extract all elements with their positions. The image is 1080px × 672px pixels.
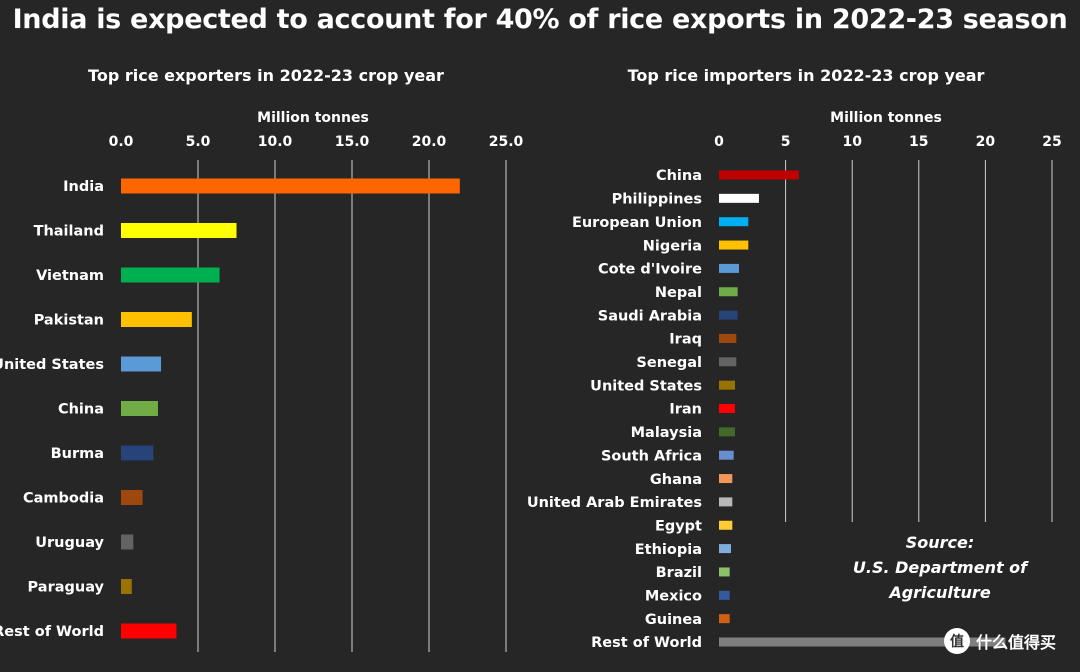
source-line-2: U.S. Department of <box>852 558 1028 577</box>
watermark: 值 什么值得买 <box>944 628 1056 654</box>
x-tick-label: 10 <box>842 134 862 150</box>
category-label: Guinea <box>645 612 702 628</box>
chart-title: Top rice importers in 2022-23 crop year <box>628 66 985 85</box>
category-label: European Union <box>572 215 702 231</box>
watermark-text: 什么值得买 <box>976 633 1057 652</box>
category-label: Egypt <box>655 518 702 534</box>
bar <box>719 333 737 343</box>
watermark-logo-icon: 值 <box>944 628 970 654</box>
category-label: Vietnam <box>36 268 104 284</box>
bar <box>121 356 162 372</box>
category-label: Philippines <box>612 192 702 208</box>
exporters-chart: Top rice exporters in 2022-23 crop year M… <box>0 66 524 652</box>
bar <box>121 267 220 283</box>
bar <box>121 623 177 639</box>
bar <box>719 567 730 577</box>
x-tick-label: 10.0 <box>258 134 293 150</box>
category-label: Saudi Arabia <box>598 308 702 324</box>
bar <box>719 170 799 180</box>
bar <box>719 287 738 297</box>
bar <box>719 614 730 624</box>
source-line-3: Agriculture <box>889 583 991 602</box>
bar <box>719 193 759 203</box>
bar <box>719 380 735 390</box>
bar <box>121 401 158 416</box>
bar <box>121 178 460 194</box>
category-label: Senegal <box>636 355 702 371</box>
importers-chart: Top rice importers in 2022-23 crop year M… <box>527 66 1062 651</box>
category-label: Rest of World <box>0 624 104 640</box>
bar <box>121 490 143 505</box>
category-label: Cambodia <box>23 491 104 507</box>
chart-title: Top rice exporters in 2022-23 crop year <box>88 66 444 85</box>
bar <box>719 450 734 460</box>
bar <box>121 312 192 327</box>
category-label: China <box>58 402 104 418</box>
category-label: Brazil <box>656 565 702 581</box>
category-label: United States <box>590 378 702 394</box>
category-label: Thailand <box>34 224 104 240</box>
x-axis-label: Million tonnes <box>830 110 942 126</box>
category-label: United Arab Emirates <box>527 495 702 511</box>
category-label: Iran <box>669 402 702 418</box>
source-label: Source: <box>905 533 975 552</box>
category-label: Nigeria <box>643 238 702 254</box>
x-tick-label: 15 <box>909 134 928 150</box>
bar <box>719 637 1006 647</box>
bar <box>719 263 739 273</box>
bar <box>121 445 154 461</box>
bar <box>719 520 733 530</box>
category-label: China <box>656 168 702 184</box>
category-label: Cote d'Ivoire <box>598 262 702 278</box>
bar <box>719 310 738 320</box>
category-label: Mexico <box>645 589 702 605</box>
bar <box>719 474 733 484</box>
category-label: Iraq <box>669 332 702 348</box>
category-label: South Africa <box>601 448 702 464</box>
x-tick-label: 25.0 <box>489 134 524 150</box>
category-label: Paraguay <box>28 580 105 596</box>
x-tick-label: 20 <box>976 134 996 150</box>
category-label: Nepal <box>655 285 702 301</box>
x-tick-label: 25 <box>1042 134 1061 150</box>
bar <box>121 534 134 550</box>
bar <box>719 427 735 437</box>
x-tick-label: 0.0 <box>109 134 134 150</box>
x-axis-label: Million tonnes <box>257 110 369 126</box>
category-label: Burma <box>51 446 104 462</box>
bar <box>719 240 749 250</box>
bar <box>719 590 730 600</box>
x-tick-label: 5.0 <box>186 134 211 150</box>
bar <box>121 223 237 238</box>
category-label: Pakistan <box>34 313 104 329</box>
x-tick-label: 15.0 <box>335 134 370 150</box>
category-label: Uruguay <box>35 535 104 551</box>
category-label: Rest of World <box>591 635 702 651</box>
main-title: India is expected to account for 40% of … <box>12 4 1068 35</box>
bar <box>719 357 737 367</box>
bar <box>719 404 735 413</box>
x-tick-label: 0 <box>714 134 724 150</box>
source-note: Source: U.S. Department of Agriculture <box>838 530 1042 605</box>
category-label: United States <box>0 357 104 373</box>
bar <box>719 497 733 507</box>
x-tick-label: 5 <box>781 134 791 150</box>
bar <box>719 217 749 227</box>
category-label: Ethiopia <box>635 542 702 558</box>
category-label: Ghana <box>650 472 702 488</box>
x-tick-label: 20.0 <box>412 134 447 150</box>
bar <box>121 579 132 594</box>
category-label: Malaysia <box>631 425 702 441</box>
category-label: India <box>63 179 104 195</box>
bar <box>719 544 731 554</box>
